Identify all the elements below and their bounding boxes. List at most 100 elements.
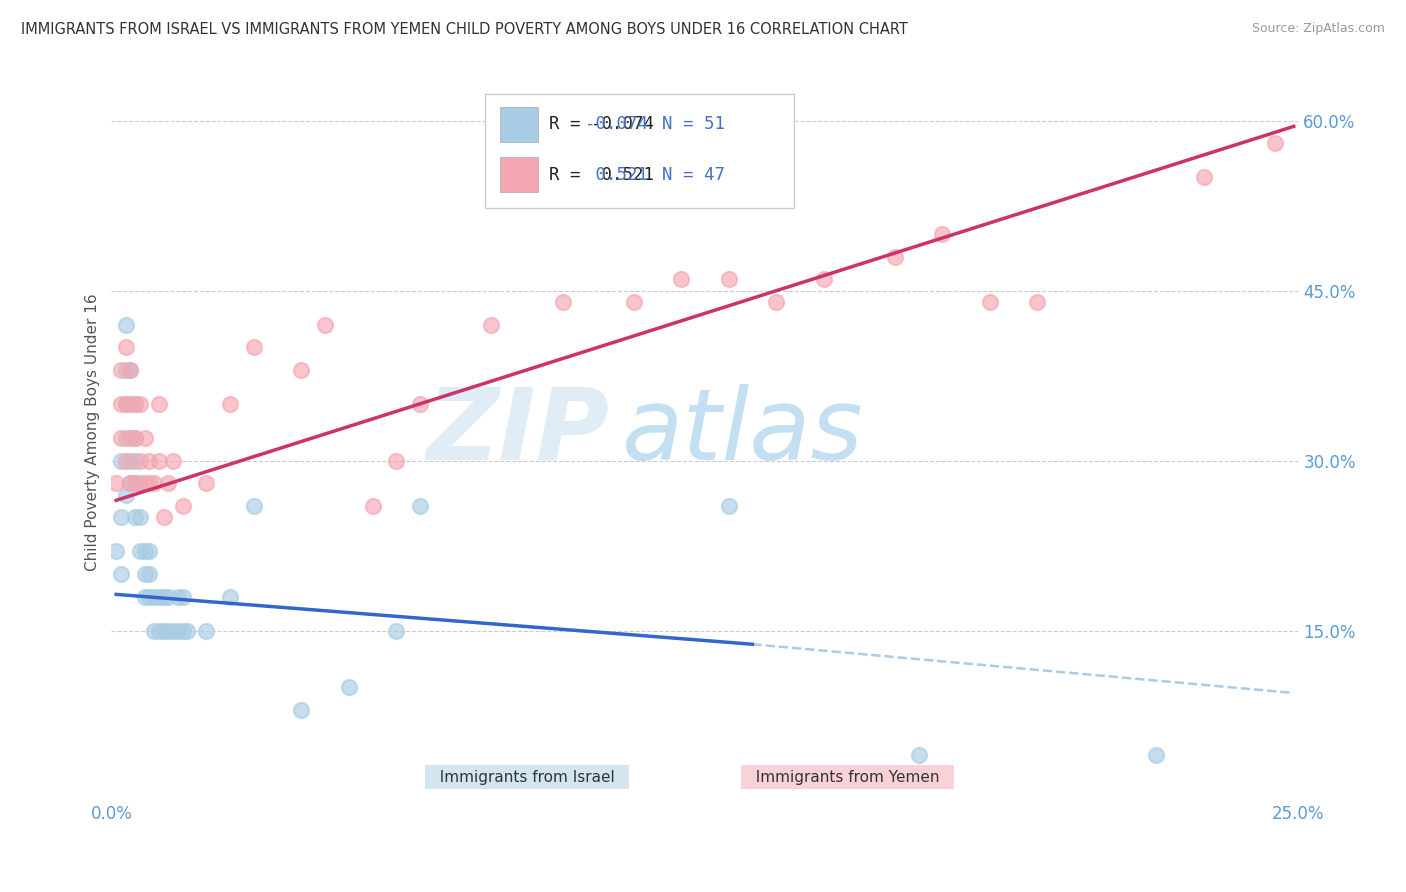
Point <box>162 453 184 467</box>
Point <box>243 499 266 513</box>
Point <box>385 453 408 467</box>
Text: N = 51: N = 51 <box>662 115 725 134</box>
Point <box>717 272 740 286</box>
Point <box>195 624 218 638</box>
Point <box>114 363 136 377</box>
Point <box>409 397 432 411</box>
Point <box>120 363 142 377</box>
Point <box>219 397 242 411</box>
Text: N = 47: N = 47 <box>662 166 725 184</box>
Point <box>134 590 156 604</box>
Point <box>219 590 242 604</box>
Point <box>157 476 180 491</box>
Point <box>105 544 128 558</box>
Point <box>717 499 740 513</box>
Point <box>124 476 146 491</box>
Point <box>114 340 136 354</box>
Point <box>114 318 136 332</box>
Point <box>129 510 152 524</box>
Text: ZIP: ZIP <box>427 384 610 481</box>
Point <box>114 488 136 502</box>
Point <box>110 397 132 411</box>
Point <box>138 566 160 581</box>
Point <box>148 590 170 604</box>
Point <box>138 544 160 558</box>
Point <box>120 431 142 445</box>
Point <box>124 397 146 411</box>
Point <box>124 431 146 445</box>
Point <box>110 363 132 377</box>
Point <box>114 397 136 411</box>
Point <box>124 431 146 445</box>
Point <box>813 272 835 286</box>
Point <box>1026 295 1049 310</box>
Point <box>124 510 146 524</box>
Point <box>172 499 194 513</box>
Point <box>143 476 166 491</box>
Point <box>979 295 1001 310</box>
Y-axis label: Child Poverty Among Boys Under 16: Child Poverty Among Boys Under 16 <box>86 293 100 571</box>
Point <box>361 499 384 513</box>
Point <box>1192 170 1215 185</box>
Point <box>152 510 174 524</box>
Point <box>134 566 156 581</box>
Point <box>110 510 132 524</box>
Point <box>290 703 312 717</box>
Point <box>124 453 146 467</box>
Point <box>129 453 152 467</box>
Point <box>1144 748 1167 763</box>
Point <box>110 566 132 581</box>
Point <box>152 624 174 638</box>
Point <box>120 476 142 491</box>
Point <box>551 295 574 310</box>
Point <box>337 681 360 695</box>
Text: Immigrants from Israel: Immigrants from Israel <box>430 770 624 785</box>
Point <box>152 590 174 604</box>
Point <box>167 590 190 604</box>
Point <box>479 318 502 332</box>
Point <box>907 748 929 763</box>
Point <box>120 397 142 411</box>
Point <box>134 476 156 491</box>
Point <box>120 476 142 491</box>
Point <box>129 397 152 411</box>
Text: IMMIGRANTS FROM ISRAEL VS IMMIGRANTS FROM YEMEN CHILD POVERTY AMONG BOYS UNDER 1: IMMIGRANTS FROM ISRAEL VS IMMIGRANTS FRO… <box>21 22 908 37</box>
Point <box>129 476 152 491</box>
Point <box>110 453 132 467</box>
Point <box>114 453 136 467</box>
Point <box>623 295 645 310</box>
Point <box>385 624 408 638</box>
Point <box>931 227 953 241</box>
Point <box>143 624 166 638</box>
Point <box>172 624 194 638</box>
Point <box>138 476 160 491</box>
Text: R = -0.074: R = -0.074 <box>550 115 654 134</box>
Point <box>134 431 156 445</box>
Text: R =  0.521: R = 0.521 <box>550 166 654 184</box>
Point <box>120 363 142 377</box>
Text: Source: ZipAtlas.com: Source: ZipAtlas.com <box>1251 22 1385 36</box>
Point <box>176 624 198 638</box>
Point <box>671 272 693 286</box>
Point <box>114 397 136 411</box>
FancyBboxPatch shape <box>485 94 794 208</box>
Point <box>120 453 142 467</box>
Point <box>409 499 432 513</box>
Point <box>1264 136 1286 151</box>
Point <box>172 590 194 604</box>
Point <box>765 295 787 310</box>
Point <box>124 476 146 491</box>
Point <box>290 363 312 377</box>
FancyBboxPatch shape <box>499 107 537 142</box>
Point <box>105 476 128 491</box>
Text: Immigrants from Yemen: Immigrants from Yemen <box>745 770 949 785</box>
Point <box>124 397 146 411</box>
Point <box>314 318 336 332</box>
Text: atlas: atlas <box>621 384 863 481</box>
Point <box>148 397 170 411</box>
FancyBboxPatch shape <box>499 157 537 192</box>
Point <box>148 453 170 467</box>
Point <box>148 624 170 638</box>
Point <box>138 453 160 467</box>
Point <box>157 590 180 604</box>
